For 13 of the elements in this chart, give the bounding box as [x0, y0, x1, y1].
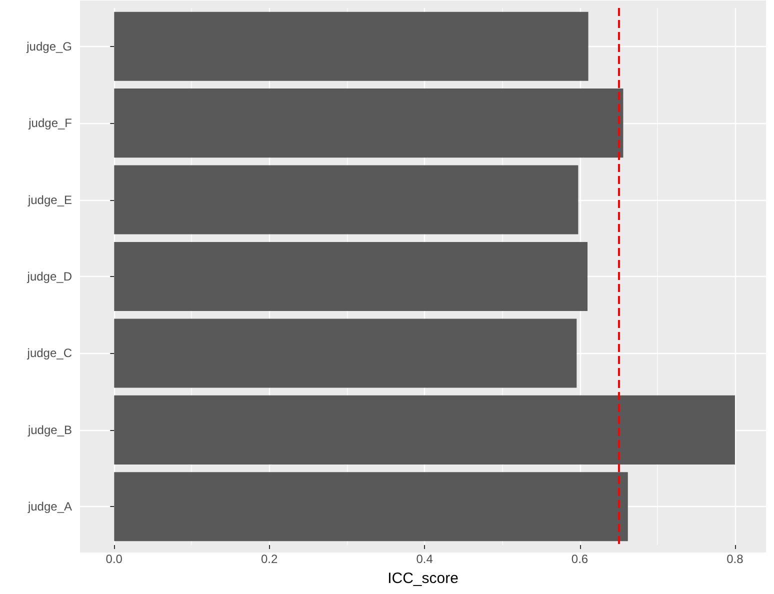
y-tick-label: judge_E: [26, 192, 72, 207]
y-tick-label: judge_G: [26, 39, 72, 54]
x-tick-label: 0.2: [261, 552, 278, 566]
x-tick-label: 0.6: [571, 552, 588, 566]
x-tick-label: 0.8: [726, 552, 744, 566]
x-axis-title: ICC_score: [388, 570, 458, 587]
y-tick-label: judge_A: [26, 500, 72, 514]
x-tick-label: 0.4: [416, 552, 434, 566]
y-tick-label: judge_D: [26, 270, 72, 284]
y-tick-label: judge_B: [26, 422, 72, 437]
y-tick-label: judge_F: [28, 116, 72, 130]
x-tick-label: 0.0: [106, 552, 123, 566]
y-tick-label: judge_C: [26, 346, 72, 360]
